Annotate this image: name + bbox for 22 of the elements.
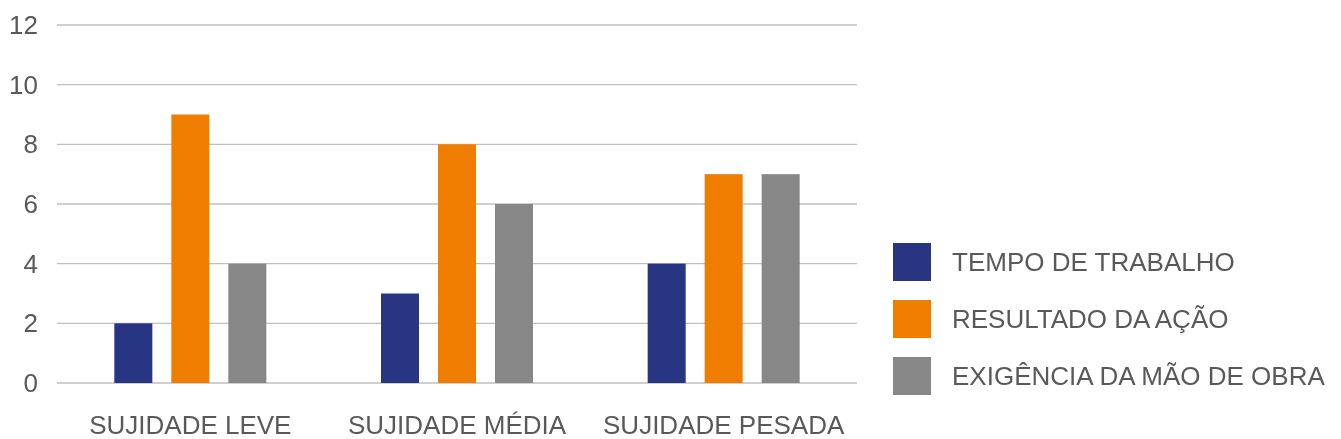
y-tick-label: 2: [23, 308, 38, 339]
bar: [761, 174, 800, 383]
y-tick-label: 10: [9, 69, 38, 100]
y-tick-label: 0: [23, 368, 38, 399]
y-tick-label: 12: [9, 10, 38, 41]
y-tick-label: 6: [23, 189, 38, 220]
bar: [171, 114, 210, 383]
y-tick-label: 8: [23, 129, 38, 160]
legend-label: TEMPO DE TRABALHO: [952, 247, 1235, 278]
bar: [381, 293, 419, 383]
x-tick-label: SUJIDADE LEVE: [89, 410, 292, 439]
bar: [114, 323, 153, 383]
bar: [495, 204, 533, 383]
legend-label: EXIGÊNCIA DA MÃO DE OBRA: [952, 361, 1326, 392]
legend-label: RESULTADO DA AÇÃO: [952, 304, 1229, 335]
x-tick-label: SUJIDADE MÉDIA: [347, 410, 567, 439]
bar: [438, 144, 476, 383]
y-tick-label: 4: [23, 248, 38, 279]
bar: [228, 263, 267, 383]
x-tick-label: SUJIDADE PESADA: [603, 410, 845, 439]
bar: [704, 174, 743, 383]
bar: [647, 263, 686, 383]
